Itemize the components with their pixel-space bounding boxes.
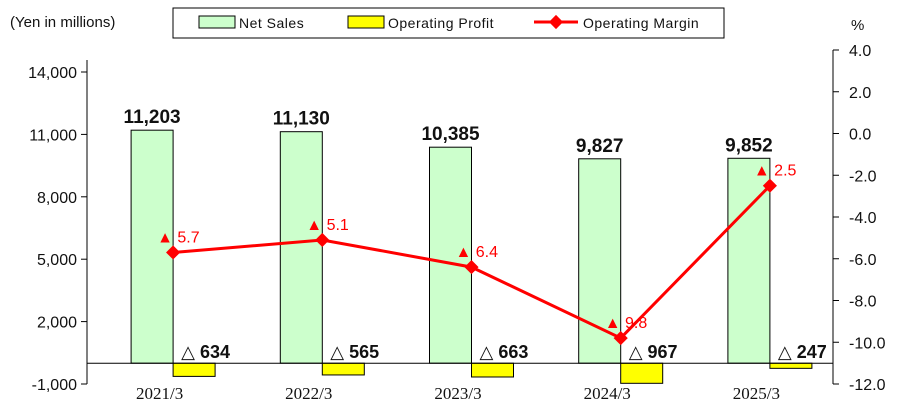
net-sales-label: 9,852: [725, 135, 773, 156]
operating-margin-series: ▲ 5.7 ▲ 5.1 ▲ 6.4 ▲ 9.8 ▲ 2.5: [157, 163, 797, 346]
net-sales-data-labels: 11,203 11,130 10,385 9,827 9,852: [124, 107, 773, 157]
net-sales-bar: [727, 157, 771, 364]
operating-margin-label: ▲ 9.8: [605, 315, 648, 332]
y2-axis-ticks: 4.0 2.0 0.0 -2.0 -4.0 -6.0 -8.0 -10.0 -12.0: [833, 43, 886, 394]
operating-margin-point: [315, 232, 330, 248]
operating-margin-label: ▲ 6.4: [456, 244, 499, 261]
net-sales-label: 9,827: [576, 136, 624, 157]
x-category-label: 2024/3: [584, 384, 631, 403]
operating-profit-label: △ 247: [778, 342, 827, 362]
net-sales-bar: [279, 131, 323, 364]
y2-tick-label: -6.0: [849, 252, 877, 269]
operating-profit-bar: [769, 362, 813, 369]
y-tick-label: 11,000: [29, 127, 77, 144]
legend-label-net-sales: Net Sales: [239, 15, 304, 31]
net-sales-label: 11,203: [124, 107, 181, 128]
net-sales-label: 11,130: [273, 109, 330, 130]
operating-profit-label: △ 663: [480, 342, 529, 362]
net-sales-bar: [130, 129, 174, 364]
y-tick-label: -1,000: [32, 377, 77, 394]
operating-profit-bar: [321, 362, 365, 376]
legend-box: [172, 7, 725, 39]
legend-swatch-operating-profit: [347, 15, 385, 29]
y2-axis-unit-label: %: [851, 17, 864, 34]
legend: Net Sales Operating Profit Operating Mar…: [172, 7, 725, 39]
operating-profit-bars: [172, 362, 813, 384]
y-tick-label: 5,000: [37, 252, 77, 269]
operating-margin-label: ▲ 2.5: [754, 163, 797, 180]
operating-margin-label: ▲ 5.7: [157, 229, 200, 246]
y-tick-label: 2,000: [37, 315, 77, 332]
x-category-label: 2025/3: [733, 384, 780, 403]
y2-tick-label: 0.0: [849, 127, 871, 144]
operating-profit-bar: [471, 362, 514, 378]
legend-label-operating-profit: Operating Profit: [388, 15, 494, 31]
x-category-label: 2022/3: [285, 384, 332, 403]
legend-marker-operating-margin: [548, 14, 564, 30]
operating-profit-label: △ 565: [330, 342, 379, 362]
net-sales-bar: [429, 146, 472, 364]
y-axis-unit-label: (Yen in millions): [10, 14, 115, 31]
x-category-label: 2023/3: [434, 384, 481, 403]
y2-tick-label: -10.0: [849, 335, 886, 352]
operating-margin-point: [613, 331, 628, 346]
y2-tick-label: 2.0: [849, 85, 871, 102]
operating-margin-point: [762, 178, 777, 193]
operating-margin-point: [464, 260, 479, 275]
y2-tick-label: 4.0: [849, 43, 871, 60]
y2-tick-label: -12.0: [849, 377, 886, 394]
operating-profit-label: △ 634: [181, 342, 230, 362]
y-axis-ticks: 14,000 11,000 8,000 5,000 2,000 -1,000: [28, 65, 87, 394]
legend-label-operating-margin: Operating Margin: [583, 15, 699, 31]
operating-margin-label: ▲ 5.1: [306, 217, 349, 234]
y2-tick-label: -8.0: [849, 294, 877, 311]
operating-profit-bar: [172, 362, 216, 377]
y-tick-label: 8,000: [37, 190, 77, 207]
operating-profit-label: △ 967: [629, 342, 678, 362]
net-sales-bar: [578, 158, 622, 364]
operating-profit-bar: [620, 362, 664, 384]
x-category-label: 2021/3: [136, 384, 183, 403]
operating-profit-data-labels: △ 634 △ 565 △ 663 △ 967 △ 247: [181, 342, 827, 362]
net-sales-label: 10,385: [421, 124, 480, 145]
y2-tick-label: -2.0: [849, 168, 877, 185]
y-tick-label: 14,000: [28, 65, 77, 82]
legend-swatch-net-sales: [198, 15, 236, 29]
x-axis-category-labels: 2021/3 2022/3 2023/3 2024/3 2025/3: [136, 384, 780, 403]
y2-tick-label: -4.0: [849, 210, 877, 227]
